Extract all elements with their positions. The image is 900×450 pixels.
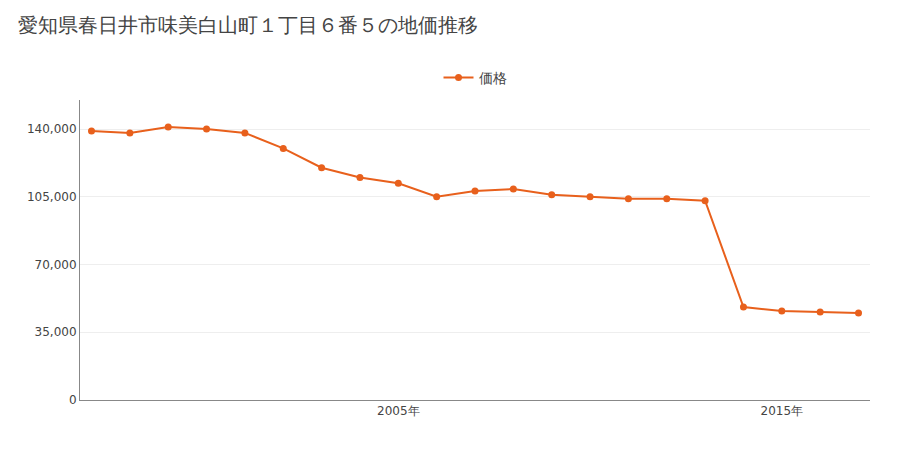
svg-text:愛知県春日井市味美白山町１丁目６番５の地価推移: 愛知県春日井市味美白山町１丁目６番５の地価推移 bbox=[18, 13, 478, 37]
svg-text:105,000: 105,000 bbox=[27, 190, 77, 204]
svg-text:価格: 価格 bbox=[479, 70, 507, 86]
svg-text:0: 0 bbox=[69, 393, 77, 407]
svg-text:70,000: 70,000 bbox=[35, 258, 77, 272]
svg-text:35,000: 35,000 bbox=[35, 325, 77, 339]
svg-text:2015年: 2015年 bbox=[761, 404, 804, 418]
svg-text:140,000: 140,000 bbox=[27, 122, 77, 136]
svg-text:2005年: 2005年 bbox=[377, 404, 420, 418]
